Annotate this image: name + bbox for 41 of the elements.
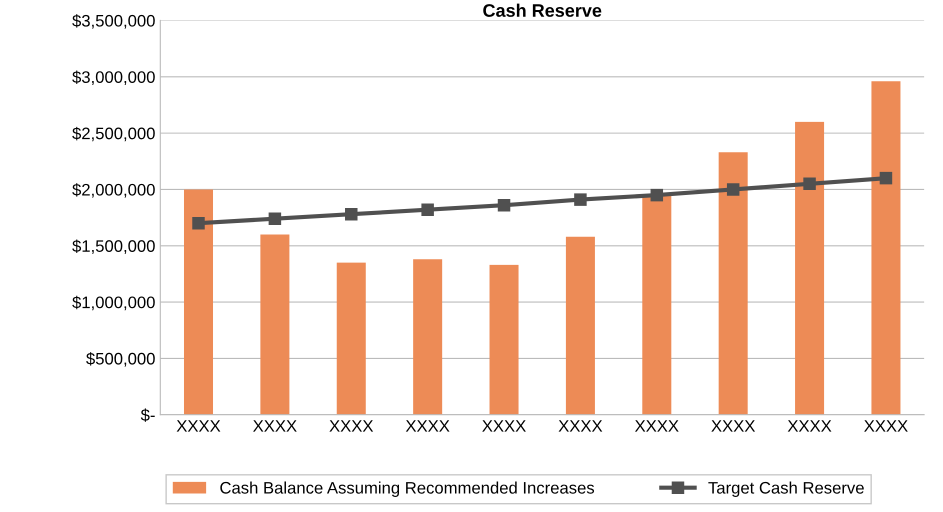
bar — [871, 81, 900, 415]
y-tick-label: $2,500,000 — [72, 126, 155, 142]
x-tick-label: XXXX — [558, 420, 602, 432]
legend-label: Cash Balance Assuming Recommended Increases — [220, 481, 594, 497]
x-tick-label: XXXX — [253, 420, 297, 432]
bar — [336, 262, 366, 415]
x-tick-label: XXXX — [329, 420, 374, 432]
x-tick-label: XXXX — [176, 420, 220, 432]
bar — [490, 264, 519, 415]
bar — [260, 234, 290, 415]
y-tick-label: $3,000,000 — [72, 70, 155, 85]
legend-label: Target Cash Reserve — [708, 481, 864, 497]
x-tick-label: XXXX — [711, 420, 756, 432]
y-tick-label: $- — [140, 408, 155, 422]
x-tick-label: XXXX — [634, 420, 679, 432]
point — [650, 188, 664, 202]
point — [803, 178, 816, 190]
y-tick-label: $3,500,000 — [72, 14, 155, 29]
y-tick-label: $500,000 — [86, 352, 155, 367]
point — [880, 172, 892, 184]
x-tick-label: XXXX — [406, 420, 450, 432]
y-tick-label: $1,000,000 — [72, 296, 155, 310]
y-tick-label: $2,000,000 — [72, 183, 155, 198]
bar — [718, 152, 748, 415]
point — [574, 193, 587, 206]
point — [498, 198, 510, 212]
bar — [413, 259, 442, 415]
point — [345, 208, 358, 220]
x-tick-label: XXXX — [864, 420, 908, 432]
bar — [642, 195, 672, 415]
point — [726, 183, 740, 196]
point — [192, 216, 205, 230]
x-tick-label: XXXX — [482, 420, 526, 432]
bar — [566, 236, 595, 415]
chart-title: Cash Reserve — [483, 4, 602, 17]
point — [268, 212, 282, 225]
bar — [184, 189, 214, 415]
y-tick-label: $1,500,000 — [72, 239, 155, 254]
x-tick-label: XXXX — [788, 420, 832, 432]
bar — [795, 122, 824, 415]
point — [421, 203, 434, 216]
